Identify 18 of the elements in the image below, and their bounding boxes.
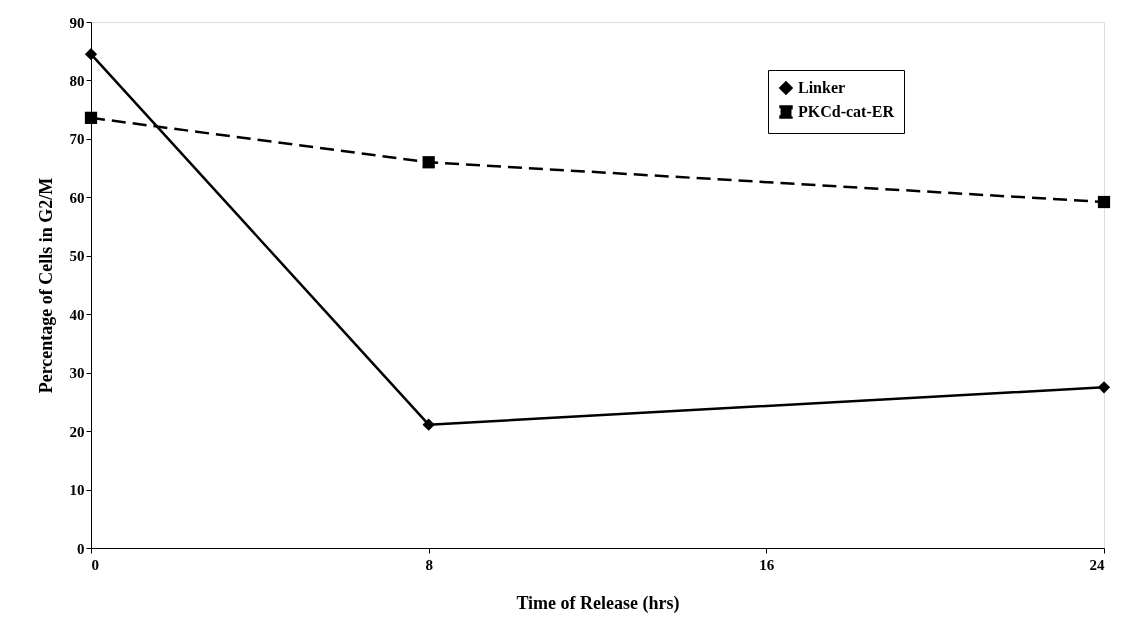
y-tick-label: 90 <box>69 14 85 31</box>
y-tick-label: 80 <box>69 72 85 89</box>
y-tick-label: 50 <box>69 248 85 265</box>
y-axis-title: Percentage of Cells in G2/M <box>35 177 56 394</box>
y-tick-label: 40 <box>69 306 85 323</box>
x-tick-label: 0 <box>91 556 99 573</box>
x-tick-label: 24 <box>1089 556 1105 573</box>
y-tick-label: 30 <box>69 365 85 382</box>
y-tick-label: 60 <box>69 189 85 206</box>
y-tick-label: 10 <box>69 482 85 499</box>
y-tick-label: 20 <box>69 423 85 440</box>
legend-label: Linker <box>798 79 846 96</box>
x-tick-label: 16 <box>759 556 775 573</box>
y-tick-label: 70 <box>69 131 85 148</box>
x-axis-title: Time of Release (hrs) <box>516 592 680 614</box>
x-tick-label: 8 <box>425 556 433 573</box>
legend-label: PKCd-cat-ER <box>798 103 895 120</box>
y-tick-label: 0 <box>77 540 85 557</box>
